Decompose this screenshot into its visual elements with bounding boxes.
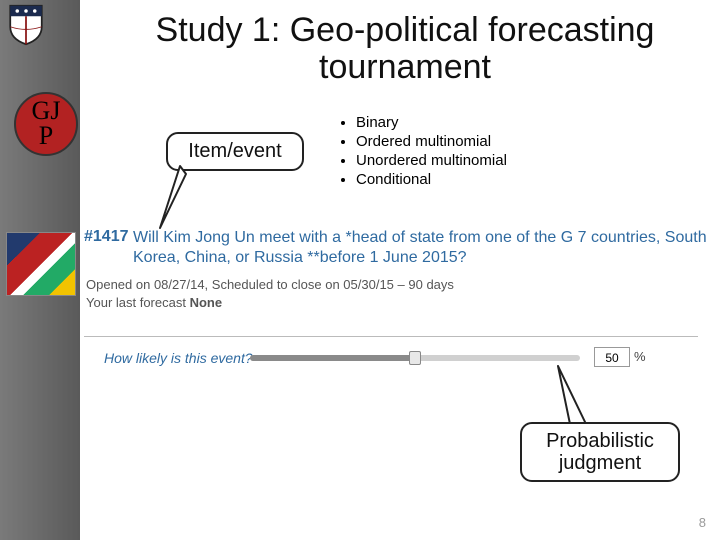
bullet-unordered: Unordered multinomial <box>356 152 507 169</box>
gjp-logo: GJ P <box>14 92 78 156</box>
flags-thumbnail <box>6 232 76 296</box>
penn-shield-icon <box>8 4 44 46</box>
bullet-ordered: Ordered multinomial <box>356 133 507 150</box>
question-meta: Opened on 08/27/14, Scheduled to close o… <box>86 276 454 312</box>
callout-probabilistic-label: Probabilistic judgment <box>546 430 654 474</box>
gjp-line2: P <box>39 121 53 150</box>
divider <box>84 336 698 337</box>
slide-title: Study 1: Geo-political forecasting tourn… <box>100 12 710 87</box>
likelihood-slider[interactable] <box>250 350 580 366</box>
question-opened: Opened on 08/27/14, Scheduled to close o… <box>86 276 454 294</box>
slider-thumb[interactable] <box>409 351 421 365</box>
page-number: 8 <box>699 515 706 530</box>
percent-sign: % <box>634 349 646 364</box>
question-number: #1417 <box>84 228 129 246</box>
last-forecast-label: Your last forecast <box>86 295 186 310</box>
callout-item-tail <box>150 162 190 232</box>
last-forecast-value: None <box>190 295 223 310</box>
likelihood-prompt: How likely is this event? <box>104 350 253 366</box>
slider-fill <box>250 355 415 361</box>
question-types-list: Binary Ordered multinomial Unordered mul… <box>340 114 507 190</box>
callout-probabilistic: Probabilistic judgment <box>520 422 680 482</box>
question-text[interactable]: Will Kim Jong Un meet with a *head of st… <box>133 228 713 268</box>
bullet-binary: Binary <box>356 114 507 131</box>
callout-item-event-label: Item/event <box>188 140 281 162</box>
bullet-conditional: Conditional <box>356 171 507 188</box>
callout-prob-tail <box>556 364 606 428</box>
